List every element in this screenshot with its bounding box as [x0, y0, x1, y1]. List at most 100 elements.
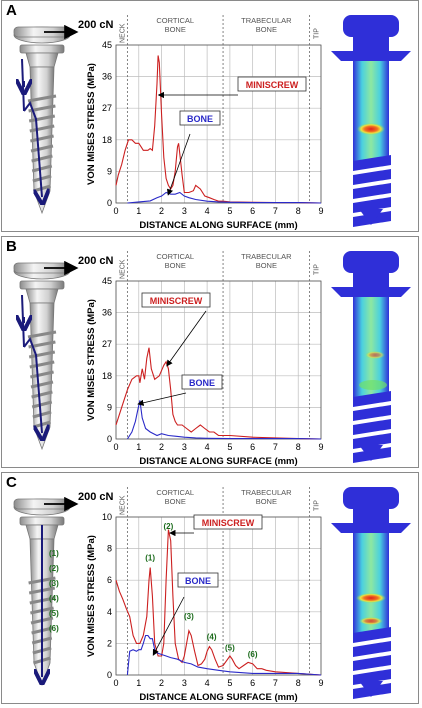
series-line-miniscrew [115, 347, 322, 440]
miniscrew-callout-box [237, 76, 307, 92]
fem-hotspot [359, 617, 383, 625]
screw-thread [28, 350, 56, 359]
panel-letter: A [6, 2, 17, 19]
fem-thread [353, 655, 391, 671]
fem-body [353, 533, 389, 633]
region-label-cortical: BONE [165, 497, 186, 506]
y-tick-label: 0 [107, 198, 112, 208]
fem-thread [353, 419, 391, 435]
screw-thread [29, 360, 55, 369]
y-axis-label: VON MISES STRESS (MPa) [86, 63, 97, 185]
panel-a: A 200 cN 0 1 2 3 4 5 6 7 8 9 0 9 18 27 36 45 NECK CORTICAL… [1, 0, 419, 232]
x-tick-label: 2 [159, 206, 164, 216]
region-label-neck: NECK [120, 259, 127, 279]
region-label-trabecular: BONE [256, 261, 277, 270]
x-tick-label: 4 [205, 206, 210, 216]
fem-stress-model-icon [331, 487, 411, 699]
plot-frame [115, 516, 322, 676]
screw-neck [25, 52, 59, 68]
chart: 0 1 2 3 4 5 6 7 8 90918273645NECKCORTICALBONETRAB… [86, 251, 324, 467]
y-tick-label: 2 [107, 638, 112, 648]
fem-tip [359, 681, 383, 697]
series-line-bone [126, 634, 322, 676]
panel-svg: 200 cN0 1 2 3 4 5 6 7 8 90918273645NECKCORTICALBO… [13, 15, 411, 231]
y-tick-label: 0 [107, 670, 112, 680]
region-label-neck: NECK [120, 495, 127, 515]
bone-callout-arrow [166, 133, 191, 196]
fem-neck [353, 273, 389, 287]
screw-thread [30, 144, 54, 153]
miniscrew-callout-arrow [166, 310, 207, 367]
region-label-cortical: BONE [165, 261, 186, 270]
screw-thread [31, 154, 53, 163]
thread-label: (6) [49, 624, 59, 633]
region-label-cortical: CORTICAL [156, 488, 194, 497]
x-tick-label: 4 [205, 442, 210, 452]
y-tick-label: 9 [107, 166, 112, 176]
fem-thread [353, 627, 391, 643]
screw-thread [31, 400, 53, 409]
screw-thread [28, 114, 56, 123]
peak-label: (4) [207, 632, 217, 641]
fem-hotspot [357, 123, 385, 135]
y-tick-label: 8 [107, 544, 112, 554]
x-tick-label: 7 [273, 206, 278, 216]
screw-collar [19, 44, 65, 54]
fem-stress-model-icon [331, 251, 411, 463]
x-tick-label: 9 [318, 678, 323, 688]
miniscrew-callout-label: MINISCREW [150, 296, 203, 306]
panel-letter: C [6, 474, 17, 491]
fem-collar [331, 523, 411, 533]
fem-collar [331, 51, 411, 61]
x-tick-label: 5 [227, 206, 232, 216]
x-tick-label: 1 [136, 678, 141, 688]
y-tick-label: 36 [102, 308, 112, 318]
thread-label: (4) [49, 594, 59, 603]
screw-thread [31, 164, 53, 173]
x-tick-label: 2 [159, 678, 164, 688]
thread-label: (3) [49, 579, 59, 588]
screw-thread [29, 124, 55, 133]
miniscrew-callout-label: MINISCREW [202, 518, 255, 528]
surface-path-arrow [23, 336, 42, 433]
x-tick-label: 0 [113, 442, 118, 452]
region-label-trabecular: TRABECULAR [241, 488, 292, 497]
bone-callout-box [181, 374, 223, 390]
x-tick-label: 6 [250, 206, 255, 216]
y-tick-label: 9 [107, 402, 112, 412]
fem-head [343, 487, 399, 509]
x-tick-label: 3 [182, 678, 187, 688]
fem-thread [353, 183, 391, 199]
y-tick-label: 27 [102, 339, 112, 349]
fem-thread [353, 391, 391, 407]
fem-head [343, 15, 399, 37]
thread-label: (2) [49, 564, 59, 573]
fem-hotspot [356, 593, 386, 603]
x-axis-label: DISTANCE ALONG SURFACE (mm) [139, 220, 297, 231]
bone-callout-box [179, 110, 221, 126]
screw-thread [30, 380, 54, 389]
fem-thread [353, 405, 391, 421]
bone-callout-label: BONE [185, 576, 211, 586]
fem-tip [359, 209, 383, 225]
x-axis-label: DISTANCE ALONG SURFACE (mm) [139, 692, 297, 703]
panel-svg: 200 cN (1) (2) (3) (4) (5) (6) 0 1 2 3 4 5 6 7 8 9 0 2 4 6 8 1… [13, 487, 411, 703]
x-tick-label: 8 [296, 442, 301, 452]
x-tick-label: 1 [136, 442, 141, 452]
y-tick-label: 18 [102, 371, 112, 381]
x-tick-label: 1 [136, 206, 141, 216]
screw-thread [27, 94, 57, 103]
plot-frame [115, 44, 322, 204]
x-tick-label: 8 [296, 206, 301, 216]
screw-thread [32, 410, 52, 419]
bone-callout-arrow [152, 596, 185, 656]
force-label: 200 cN [78, 255, 114, 267]
peak-label: (3) [184, 612, 194, 621]
force-label: 200 cN [78, 491, 114, 503]
region-label-neck: NECK [120, 23, 127, 43]
force-label: 200 cN [78, 19, 114, 31]
y-tick-label: 4 [107, 607, 112, 617]
y-tick-label: 36 [102, 72, 112, 82]
region-label-cortical: CORTICAL [156, 252, 194, 261]
miniscrew-callout-box [141, 292, 211, 308]
